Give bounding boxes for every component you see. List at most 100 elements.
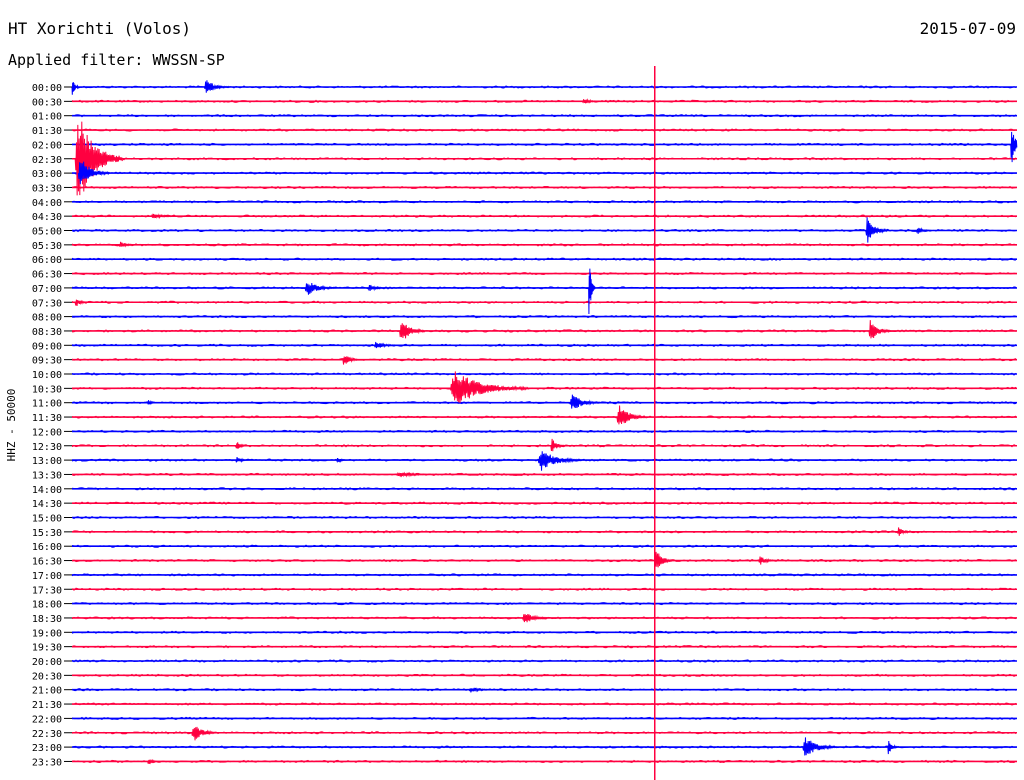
time-tick-label: 00:00	[32, 83, 62, 94]
trace-noise	[71, 357, 1017, 362]
seismic-event	[521, 614, 548, 623]
time-tick-label: 22:00	[32, 714, 62, 725]
trace-noise	[71, 472, 1017, 477]
trace-noise	[71, 601, 1017, 606]
trace-noise	[71, 401, 1017, 405]
seismic-event	[396, 471, 435, 478]
seismic-event	[654, 551, 674, 568]
seismic-event	[569, 394, 602, 409]
time-tick-label: 23:00	[32, 743, 62, 754]
trace-noise	[71, 329, 1017, 333]
seismic-event	[71, 81, 79, 95]
time-tick-label: 13:30	[32, 470, 62, 481]
seismic-event	[537, 451, 583, 471]
seismic-event	[235, 457, 249, 463]
time-tick-label: 16:30	[32, 557, 62, 568]
trace-noise	[71, 214, 1017, 218]
seismic-event	[150, 213, 183, 220]
time-tick-label: 21:30	[32, 700, 62, 711]
time-tick-label: 20:30	[32, 671, 62, 682]
time-tick-label: 19:30	[32, 643, 62, 654]
trace-noise	[71, 99, 1017, 103]
trace-noise	[71, 444, 1017, 448]
time-tick-label: 12:00	[32, 427, 62, 438]
seismic-event	[336, 457, 347, 464]
time-tick-label: 11:30	[32, 413, 62, 424]
trace-noise	[71, 185, 1017, 190]
time-tick-label: 12:30	[32, 442, 62, 453]
seismic-event	[147, 399, 158, 406]
time-tick-label: 05:30	[32, 241, 62, 252]
time-tick-label: 20:00	[32, 657, 62, 668]
time-tick-label: 05:00	[32, 227, 62, 238]
trace-noise	[71, 759, 1017, 764]
time-tick-label: 19:00	[32, 628, 62, 639]
trace-noise	[71, 271, 1017, 276]
trace-noise	[71, 372, 1017, 376]
seismic-event	[865, 217, 889, 243]
trace-noise	[71, 314, 1017, 319]
time-tick-label: 13:00	[32, 456, 62, 467]
trace-lines	[71, 80, 1018, 765]
trace-noise	[71, 429, 1017, 434]
time-tick-label: 07:30	[32, 298, 62, 309]
seismic-event	[367, 284, 388, 292]
seismic-event	[581, 98, 608, 104]
time-tick-label: 02:30	[32, 155, 62, 166]
trace-noise	[71, 659, 1017, 663]
seismic-event	[342, 356, 359, 365]
trace-noise	[71, 343, 1017, 347]
seismic-event	[147, 758, 161, 765]
time-tick-label: 02:00	[32, 140, 62, 151]
station-title: HT Xorichti (Volos)	[8, 19, 192, 38]
seismic-event	[887, 740, 898, 755]
date-label: 2015-07-09	[919, 19, 1016, 38]
trace-noise	[71, 128, 1017, 132]
seismic-event	[915, 227, 933, 234]
trace-noise	[71, 558, 1017, 563]
seismic-event	[203, 80, 230, 93]
time-tick-label: 14:00	[32, 485, 62, 496]
time-tick-label: 03:30	[32, 183, 62, 194]
time-tick-label: 18:30	[32, 614, 62, 625]
time-tick-label: 10:30	[32, 384, 62, 395]
time-tick-label: 04:30	[32, 212, 62, 223]
trace-noise	[71, 200, 1017, 204]
trace-noise	[71, 415, 1017, 419]
time-tick-label: 07:00	[32, 284, 62, 295]
time-tick-label: 00:30	[32, 97, 62, 108]
trace-noise	[71, 673, 1017, 677]
time-tick-label: 03:00	[32, 169, 62, 180]
trace-noise	[71, 573, 1017, 577]
trace-noise	[71, 257, 1017, 261]
seismic-event	[550, 438, 567, 452]
trace-noise	[71, 386, 1017, 391]
trace-noise	[71, 300, 1017, 304]
seismic-event	[896, 527, 914, 536]
seismic-event	[74, 299, 88, 306]
trace-noise	[71, 501, 1017, 505]
time-tick-label: 01:00	[32, 112, 62, 123]
trace-noise	[71, 114, 1017, 118]
trace-noise	[71, 171, 1017, 175]
seismic-event	[74, 121, 123, 196]
time-tick-label: 10:00	[32, 370, 62, 381]
time-tick-labels: 00:00 00:30 01:00 01:30 02:00 02:30 03:00 03:30…	[32, 83, 72, 768]
time-tick-label: 01:30	[32, 126, 62, 137]
time-tick-label: 15:00	[32, 514, 62, 525]
seismic-event	[802, 737, 838, 756]
time-tick-label: 08:00	[32, 313, 62, 324]
time-tick-label: 16:00	[32, 542, 62, 553]
trace-noise	[71, 716, 1017, 721]
seismic-event	[191, 726, 218, 741]
time-tick-label: 06:00	[32, 255, 62, 266]
trace-noise	[71, 228, 1017, 233]
time-tick-label: 15:30	[32, 528, 62, 539]
seismic-event	[304, 283, 337, 295]
time-tick-label: 22:30	[32, 729, 62, 740]
trace-noise	[71, 530, 1017, 534]
time-tick-label: 21:00	[32, 686, 62, 697]
time-tick-label: 18:00	[32, 600, 62, 611]
trace-noise	[71, 644, 1017, 649]
